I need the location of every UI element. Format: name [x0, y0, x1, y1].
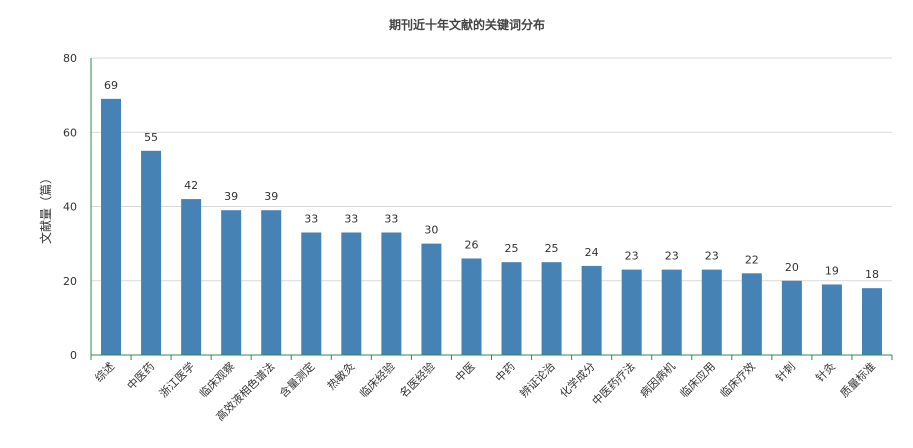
x-tick-label-11: 辨证论治 [517, 359, 558, 400]
grid-lines [91, 57, 892, 282]
x-tick-label-12: 化学成分 [557, 359, 598, 400]
bar-9[interactable] [461, 258, 482, 355]
x-tick-label-15: 临床应用 [677, 359, 718, 400]
x-tick-label-9: 中医 [453, 360, 478, 385]
chart-title: 期刊近十年文献的关键词分布 [389, 17, 545, 32]
data-label-0: 69 [104, 79, 118, 92]
data-label-14: 23 [665, 250, 679, 263]
x-tick-label-1: 中医药 [125, 360, 158, 393]
y-axis-label: 文献量（篇） [38, 172, 53, 244]
axes [90, 58, 893, 360]
bar-12[interactable] [581, 265, 602, 355]
x-tick-label-19: 质量标准 [837, 359, 878, 400]
data-label-8: 30 [424, 224, 438, 237]
bars [101, 98, 882, 356]
y-tick-label-0: 0 [70, 349, 77, 362]
bar-18[interactable] [821, 284, 842, 355]
bar-10[interactable] [501, 262, 522, 355]
data-labels: 69 55 42 39 39 33 33 33 30 26 25 25 24 23 23 23 22 20 19 18 [104, 79, 879, 281]
bar-0[interactable] [101, 98, 122, 356]
data-label-4: 39 [264, 190, 278, 203]
data-label-18: 19 [825, 264, 839, 277]
bar-5[interactable] [301, 232, 322, 355]
x-tick-label-8: 名医经验 [397, 359, 438, 400]
x-tick-label-16: 临床疗效 [717, 359, 758, 400]
data-label-3: 39 [224, 190, 238, 203]
x-tick-label-13: 中医药疗法 [589, 359, 638, 408]
data-label-5: 33 [304, 212, 318, 225]
data-label-1: 55 [144, 131, 158, 144]
x-tick-label-5: 含量测定 [276, 359, 317, 400]
x-tick-label-10: 中药 [493, 360, 518, 385]
x-tick-label-14: 病因病机 [637, 359, 678, 400]
bar-16[interactable] [741, 273, 762, 355]
bar-19[interactable] [861, 288, 882, 355]
bar-14[interactable] [661, 269, 682, 355]
bar-6[interactable] [341, 232, 362, 355]
data-label-13: 23 [625, 250, 639, 263]
bar-2[interactable] [181, 199, 202, 355]
bar-3[interactable] [221, 210, 242, 355]
x-tick-labels: 综述 中医药 浙江医学 临床观察高效液相色谱法 含量测定 热敏灸 临床经验 名医经验 中医 中药辨… [92, 359, 878, 423]
x-tick-label-3: 临床观察 [196, 359, 237, 400]
data-label-12: 24 [585, 246, 599, 259]
bar-15[interactable] [701, 269, 722, 355]
data-label-7: 33 [384, 212, 398, 225]
bar-11[interactable] [541, 262, 562, 355]
y-tick-label-3: 60 [63, 126, 77, 139]
bar-13[interactable] [621, 269, 642, 355]
x-tick-label-7: 临床经验 [356, 359, 397, 400]
y-tick-label-2: 40 [63, 201, 77, 214]
data-label-2: 42 [184, 179, 198, 192]
bar-8[interactable] [421, 243, 442, 355]
y-tick-label-1: 20 [63, 275, 77, 288]
y-tick-labels: 0 20 40 60 80 [63, 52, 77, 362]
bar-7[interactable] [381, 232, 402, 355]
x-tick-label-0: 综述 [92, 359, 117, 384]
data-label-9: 26 [464, 238, 478, 251]
data-label-17: 20 [785, 261, 799, 274]
data-label-19: 18 [865, 268, 879, 281]
x-tick-label-6: 热敏灸 [324, 359, 357, 392]
x-tick-label-18: 针灸 [813, 359, 838, 384]
data-label-10: 25 [505, 242, 519, 255]
data-label-6: 33 [344, 212, 358, 225]
bar-17[interactable] [781, 280, 802, 355]
x-tick-label-2: 浙江医学 [156, 359, 197, 400]
bar-4[interactable] [261, 210, 282, 355]
data-label-15: 23 [705, 250, 719, 263]
data-label-16: 22 [745, 253, 759, 266]
bar-1[interactable] [141, 150, 162, 355]
data-label-11: 25 [545, 242, 559, 255]
x-tick-label-17: 针刺 [773, 359, 798, 384]
y-tick-label-4: 80 [63, 52, 77, 65]
